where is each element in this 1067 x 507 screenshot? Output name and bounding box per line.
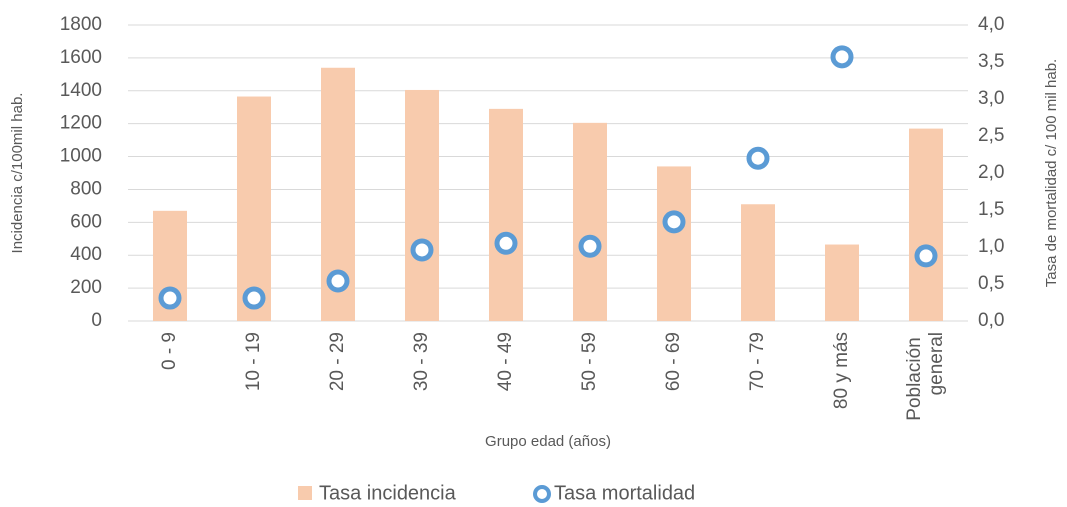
x-tick-label: 30 - 39 bbox=[411, 332, 432, 391]
bar bbox=[657, 166, 691, 321]
y2-tick-label: 1,0 bbox=[978, 236, 1004, 257]
marker bbox=[914, 244, 938, 268]
y-tick-label: 0 bbox=[91, 310, 102, 331]
y2-axis-title: Tasa de mortalidad c/ 100 mil hab. bbox=[1043, 59, 1060, 287]
marker bbox=[578, 234, 602, 258]
y-axis-title: Incidencia c/100mil hab. bbox=[9, 93, 26, 254]
y2-tick-label: 2,0 bbox=[978, 162, 1004, 183]
y-tick-label: 1600 bbox=[60, 47, 102, 68]
marker bbox=[494, 231, 518, 255]
legend-label: Tasa mortalidad bbox=[554, 482, 695, 504]
y-tick-label: 1200 bbox=[60, 113, 102, 134]
bar bbox=[573, 122, 607, 321]
x-tick-label: Población general bbox=[904, 332, 947, 421]
y-tick-label: 600 bbox=[70, 211, 102, 232]
y-tick-label: 1400 bbox=[60, 80, 102, 101]
y-tick-label: 800 bbox=[70, 178, 102, 199]
x-tick-line: general bbox=[926, 332, 947, 395]
marker bbox=[662, 210, 686, 234]
x-tick-label: 80 y más bbox=[831, 332, 852, 409]
y2-tick-label: 4,0 bbox=[978, 14, 1004, 35]
legend-swatch bbox=[298, 486, 312, 500]
x-axis-title: Grupo edad (años) bbox=[485, 433, 611, 450]
y-tick-label: 400 bbox=[70, 244, 102, 265]
bar bbox=[237, 96, 271, 322]
marker bbox=[242, 286, 266, 310]
x-tick-label: 50 - 59 bbox=[579, 332, 600, 391]
marker bbox=[326, 269, 350, 293]
y2-tick-label: 3,0 bbox=[978, 88, 1004, 109]
y2-tick-label: 0,0 bbox=[978, 310, 1004, 331]
y2-tick-label: 3,5 bbox=[978, 51, 1004, 72]
y-tick-label: 1800 bbox=[60, 14, 102, 35]
y-tick-label: 200 bbox=[70, 277, 102, 298]
x-tick-line: Población bbox=[904, 332, 925, 421]
x-tick-label: 0 - 9 bbox=[159, 332, 180, 370]
y-tick-label: 1000 bbox=[60, 146, 102, 167]
bar bbox=[825, 244, 859, 321]
marker bbox=[746, 146, 770, 170]
x-tick-label: 10 - 19 bbox=[243, 332, 264, 391]
marker bbox=[158, 286, 182, 310]
x-tick-label: 70 - 79 bbox=[747, 332, 768, 391]
bar bbox=[741, 204, 775, 321]
marker bbox=[830, 45, 854, 69]
y2-tick-label: 0,5 bbox=[978, 273, 1004, 294]
y2-tick-label: 1,5 bbox=[978, 199, 1004, 220]
x-tick-label: 20 - 29 bbox=[327, 332, 348, 391]
x-tick-label: 40 - 49 bbox=[495, 332, 516, 391]
y2-tick-label: 2,5 bbox=[978, 125, 1004, 146]
bar bbox=[909, 128, 943, 321]
legend-label: Tasa incidencia bbox=[319, 482, 457, 504]
bar bbox=[489, 108, 523, 321]
bar bbox=[405, 89, 439, 321]
legend-swatch bbox=[533, 485, 551, 503]
marker bbox=[410, 238, 434, 262]
x-tick-label: 60 - 69 bbox=[663, 332, 684, 391]
